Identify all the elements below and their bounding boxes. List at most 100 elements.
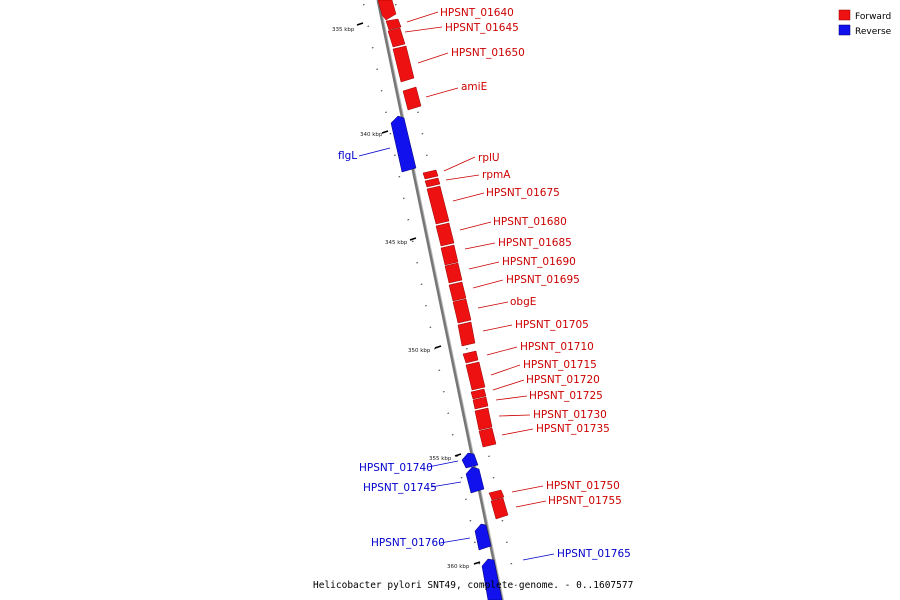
kbp-label: 335 kbp bbox=[332, 27, 355, 33]
legend: Forward Reverse bbox=[838, 9, 892, 37]
minor-tick bbox=[385, 111, 387, 113]
leader-line bbox=[439, 537, 471, 544]
leader-line bbox=[490, 364, 521, 376]
minor-tick bbox=[505, 541, 508, 543]
gene-label: HPSNT_01755 bbox=[548, 495, 622, 507]
gene-arrow-forward[interactable] bbox=[465, 361, 486, 391]
gene-arrow-reverse[interactable] bbox=[481, 558, 503, 600]
leader-line bbox=[459, 221, 492, 231]
gene-arrow-forward[interactable] bbox=[385, 18, 402, 31]
minor-tick bbox=[411, 240, 414, 242]
kbp-scale: 335 kbp 340 kbp 345 kbp 350 kbp 355 kbp … bbox=[332, 22, 481, 570]
gene-arrow-forward[interactable] bbox=[478, 427, 497, 448]
gene-arrow-forward[interactable] bbox=[457, 321, 476, 347]
gene-arrow-forward[interactable] bbox=[448, 281, 467, 302]
gene-arrow-forward[interactable] bbox=[387, 27, 406, 48]
leader-line bbox=[452, 192, 485, 202]
legend-forward-label: Forward bbox=[855, 12, 891, 22]
leader-line bbox=[472, 279, 504, 289]
minor-tick bbox=[362, 4, 365, 6]
leader-line bbox=[358, 147, 391, 157]
gene-arrow-reverse[interactable] bbox=[461, 452, 479, 469]
gene-arrow-forward[interactable] bbox=[440, 244, 459, 266]
gene-arrow-forward[interactable] bbox=[392, 45, 415, 83]
minor-tick bbox=[514, 584, 517, 586]
leader-line bbox=[477, 301, 509, 309]
minor-tick bbox=[460, 477, 463, 479]
leader-lines bbox=[358, 11, 555, 561]
kbp-tick bbox=[381, 130, 389, 134]
gene-arrow-forward[interactable] bbox=[472, 396, 489, 410]
minor-tick bbox=[429, 326, 432, 328]
minor-tick bbox=[394, 4, 397, 6]
leader-line bbox=[430, 481, 462, 488]
leader-line bbox=[486, 346, 518, 356]
gene-arrow-forward[interactable] bbox=[426, 185, 450, 225]
legend-reverse-label: Reverse bbox=[855, 27, 892, 37]
gene-arrow-reverse[interactable] bbox=[474, 523, 492, 551]
minor-tick bbox=[407, 219, 410, 221]
gene-label: flgL bbox=[338, 150, 357, 162]
leader-line bbox=[417, 52, 449, 64]
minor-tick bbox=[398, 176, 401, 178]
leader-line bbox=[464, 242, 496, 250]
leader-line bbox=[443, 156, 476, 172]
kbp-tick bbox=[454, 453, 462, 457]
gene-features bbox=[377, 0, 509, 600]
gene-arrow-forward[interactable] bbox=[377, 0, 397, 21]
gene-arrow-forward[interactable] bbox=[488, 489, 505, 501]
minor-tick bbox=[492, 477, 495, 479]
gene-label: HPSNT_01750 bbox=[546, 480, 620, 492]
legend-forward-swatch bbox=[838, 9, 851, 21]
gene-arrow-forward[interactable] bbox=[444, 262, 463, 284]
leader-line bbox=[515, 500, 547, 508]
kbp-tick bbox=[473, 561, 481, 565]
kbp-label: 345 kbp bbox=[385, 240, 408, 246]
gene-arrow-reverse[interactable] bbox=[465, 466, 485, 494]
gene-label: HPSNT_01645 bbox=[445, 22, 519, 34]
minor-tick bbox=[416, 262, 419, 264]
legend-reverse-swatch bbox=[838, 24, 851, 36]
kbp-label: 360 kbp bbox=[447, 564, 470, 570]
gene-label: HPSNT_01745 bbox=[363, 482, 437, 494]
kbp-label: 355 kbp bbox=[429, 456, 452, 462]
gene-label: HPSNT_01715 bbox=[523, 359, 597, 371]
gene-label: rpmA bbox=[482, 169, 511, 181]
gene-arrow-forward[interactable] bbox=[490, 497, 509, 520]
gene-label: HPSNT_01680 bbox=[493, 216, 567, 228]
minor-tick bbox=[501, 520, 504, 522]
gene-label: HPSNT_01765 bbox=[557, 548, 631, 560]
minor-tick bbox=[371, 47, 374, 49]
gene-arrow-reverse[interactable] bbox=[390, 115, 417, 173]
leader-line bbox=[498, 414, 531, 417]
gene-arrow-forward[interactable] bbox=[424, 177, 441, 188]
gene-arrow-forward[interactable] bbox=[470, 388, 487, 400]
gene-arrow-forward[interactable] bbox=[452, 298, 472, 324]
leader-line bbox=[511, 485, 544, 493]
leader-line bbox=[468, 261, 500, 270]
gene-label: HPSNT_01640 bbox=[440, 7, 514, 19]
minor-tick bbox=[421, 133, 424, 135]
genome-caption: Helicobacter pylori SNT49, complete geno… bbox=[313, 580, 633, 591]
leader-line bbox=[406, 11, 439, 23]
leader-line bbox=[501, 428, 534, 436]
minor-tick bbox=[425, 305, 427, 307]
minor-tick bbox=[473, 541, 476, 543]
gene-arrow-forward[interactable] bbox=[402, 86, 422, 111]
gene-arrow-forward[interactable] bbox=[462, 350, 479, 364]
leader-line bbox=[427, 460, 459, 468]
gene-arrow-forward[interactable] bbox=[422, 169, 439, 180]
leader-line bbox=[404, 26, 443, 33]
minor-tick bbox=[456, 455, 458, 457]
gene-arrow-forward[interactable] bbox=[474, 407, 493, 431]
minor-tick bbox=[465, 348, 468, 350]
gene-label: amiE bbox=[461, 81, 487, 93]
gene-labels: HPSNT_01640 HPSNT_01645 HPSNT_01650 amiE… bbox=[338, 7, 631, 560]
minor-tick bbox=[510, 563, 513, 565]
leader-line bbox=[495, 395, 528, 401]
minor-tick bbox=[389, 133, 392, 135]
minor-tick bbox=[425, 154, 428, 156]
gene-arrow-forward[interactable] bbox=[435, 222, 455, 247]
kbp-tick bbox=[356, 22, 364, 26]
